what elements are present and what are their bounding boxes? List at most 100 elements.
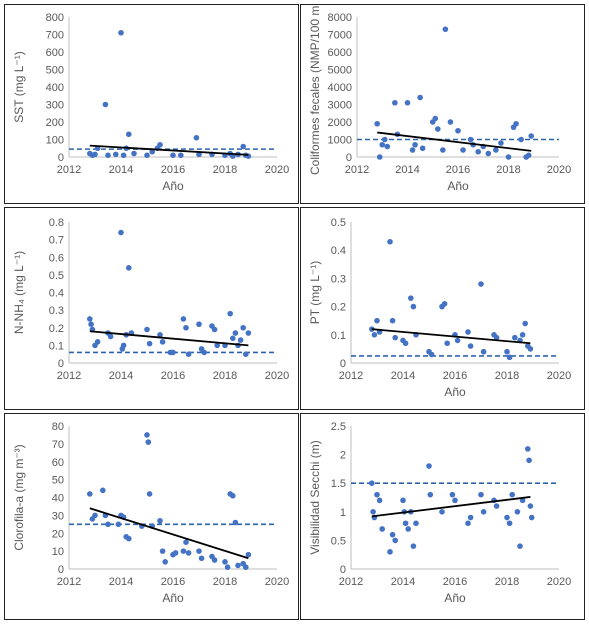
y-tick-label: 20: [52, 528, 64, 540]
data-point: [105, 152, 111, 159]
data-point: [376, 154, 383, 160]
data-point: [118, 29, 124, 36]
data-point: [410, 543, 417, 549]
y-tick-label: 4000: [328, 82, 352, 94]
y-tick-label: 30: [52, 510, 64, 522]
data-point: [240, 324, 246, 331]
x-tick-label: 2018: [495, 370, 519, 382]
data-point: [509, 491, 515, 498]
y-tick-label: 0.1: [331, 330, 346, 342]
data-point: [452, 497, 458, 504]
data-point: [227, 310, 233, 317]
data-point: [196, 548, 202, 554]
chart-svg: 0 1000 2000 3000 4000 5000 6000 7000 8000 2012 201…: [308, 5, 571, 193]
x-tick-label: 2018: [495, 576, 519, 588]
data-point: [237, 337, 244, 343]
data-point: [144, 326, 150, 333]
data-point: [480, 348, 487, 355]
y-tick-label: 500: [46, 65, 64, 77]
data-point: [240, 143, 246, 150]
y-tick-label: 0.1: [49, 340, 64, 352]
data-point: [409, 147, 416, 153]
data-point: [527, 346, 534, 352]
data-point: [120, 152, 127, 159]
data-point: [100, 487, 106, 494]
data-point: [392, 334, 398, 341]
trend-line: [377, 131, 532, 152]
data-point: [400, 497, 406, 504]
data-point: [392, 99, 398, 106]
data-point: [172, 550, 179, 556]
data-point: [370, 509, 376, 515]
data-point: [506, 520, 513, 527]
y-tick-label: 6000: [328, 47, 352, 59]
y-tick-label: 1000: [328, 135, 352, 147]
data-point: [113, 151, 119, 158]
trend-line: [89, 144, 249, 156]
data-point: [442, 26, 449, 33]
data-point: [404, 99, 411, 106]
data-point: [201, 349, 207, 356]
y-axis-label: Visibilidad Secchi (m): [308, 440, 322, 555]
data-point: [478, 491, 484, 498]
data-point: [527, 503, 534, 509]
data-point: [467, 514, 474, 521]
chart-svg: 0 10 20 30 40 50 60 70 80 2012 2014 2016 2018 2020 Año…: [12, 421, 289, 605]
data-point: [506, 354, 513, 361]
data-point: [92, 151, 98, 158]
data-point: [493, 503, 500, 509]
x-tick-label: 2014: [391, 370, 415, 382]
data-point: [170, 152, 176, 159]
y-tick-label: 2.5: [331, 421, 346, 433]
y-tick-label: 100: [46, 135, 64, 147]
data-point: [410, 303, 417, 310]
y-tick-label: 1: [340, 507, 346, 519]
data-point: [157, 141, 163, 148]
data-point: [157, 517, 163, 524]
data-point: [387, 238, 393, 245]
data-point: [517, 543, 523, 549]
data-point: [145, 439, 152, 445]
data-point: [402, 520, 409, 527]
data-point: [528, 133, 535, 139]
y-tick-label: 7000: [328, 30, 352, 42]
x-axis-label: Año: [447, 179, 469, 193]
x-tick-label: 2012: [57, 576, 81, 588]
data-point: [374, 120, 380, 127]
data-point: [211, 326, 218, 333]
x-tick-label: 2012: [57, 370, 81, 382]
data-point: [402, 340, 409, 347]
chart-panel-3: 0 0.1 0.2 0.3 0.4 0.5 0.6 0.7 0.8 2012 2014 2016 201…: [4, 207, 299, 410]
y-axis-label: N-NH₄ (mg L⁻¹): [12, 251, 26, 334]
y-tick-label: 800: [46, 12, 64, 24]
data-point: [105, 521, 111, 528]
data-point: [159, 339, 166, 345]
chart-panel-5: 0 10 20 30 40 50 60 70 80 2012 2014 2016 2018 2020 Año…: [4, 413, 299, 620]
y-tick-label: 0.4: [49, 288, 64, 300]
data-point: [232, 330, 239, 336]
data-point: [528, 514, 535, 521]
data-point: [405, 526, 411, 532]
x-tick-label: 2020: [265, 370, 289, 382]
data-point: [485, 150, 492, 157]
x-tick-label: 2020: [265, 164, 289, 176]
data-point: [504, 514, 510, 521]
x-tick-label: 2018: [496, 164, 520, 176]
data-point: [146, 340, 153, 347]
x-tick-label: 2016: [161, 370, 185, 382]
trend-line: [89, 330, 249, 347]
y-tick-label: 0.2: [331, 302, 346, 314]
y-tick-label: 80: [52, 421, 64, 433]
y-tick-label: 40: [52, 493, 64, 505]
data-point: [243, 351, 249, 357]
data-point: [198, 555, 205, 562]
data-point: [230, 335, 236, 342]
data-point: [87, 316, 93, 322]
x-tick-label: 2016: [161, 164, 185, 176]
data-point: [498, 140, 504, 146]
data-point: [126, 265, 132, 271]
data-point: [379, 526, 385, 532]
chart-svg: 0 0.5 1 1.5 2 2.5 2012 2014 2016 2018 2020 Año Visib…: [308, 421, 571, 605]
y-tick-label: 5000: [328, 65, 352, 77]
